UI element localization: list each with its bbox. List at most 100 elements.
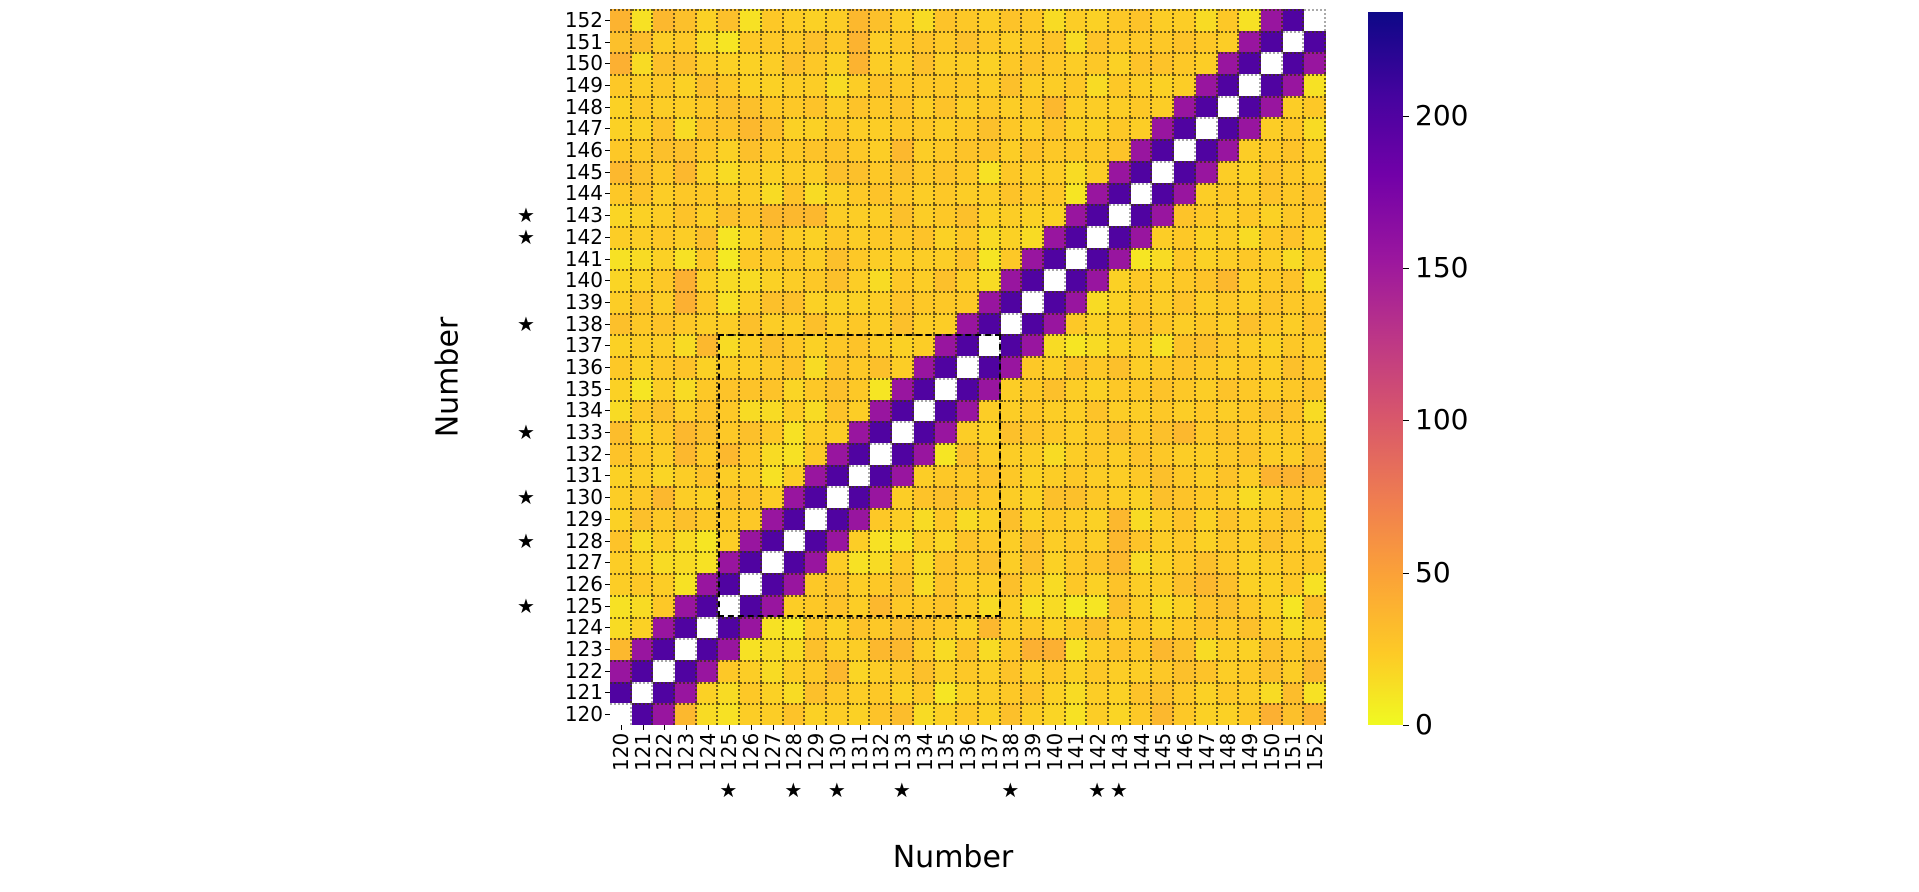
heatmap-cell (1152, 529, 1175, 552)
x-tick-mark (881, 725, 883, 730)
heatmap-cell (1109, 551, 1131, 574)
x-tick-mark (1293, 725, 1295, 730)
y-tick-label: 146 (564, 138, 603, 163)
heatmap-cell (1087, 703, 1110, 725)
heatmap-cell (978, 52, 1001, 75)
heatmap-cell (805, 356, 827, 378)
star-marker-icon: ★ (719, 778, 738, 802)
heatmap-cell (1260, 464, 1283, 487)
heatmap-cell (1282, 486, 1305, 509)
heatmap-cell (783, 486, 806, 509)
heatmap-cell (696, 551, 719, 574)
heatmap-cell (1022, 681, 1044, 704)
heatmap-cell (653, 659, 676, 682)
heatmap-cell (1217, 638, 1240, 660)
x-tick-mark (816, 725, 818, 730)
heatmap-cell (1000, 464, 1023, 487)
y-tick-label: 149 (564, 72, 603, 97)
heatmap-cell (696, 30, 719, 53)
heatmap-cell (1022, 638, 1044, 660)
heatmap-cell (805, 659, 827, 682)
heatmap-cell (978, 30, 1001, 53)
heatmap-cell (1043, 225, 1066, 248)
heatmap-cell (1043, 30, 1066, 53)
heatmap-cell (1022, 291, 1044, 313)
heatmap-cell (1087, 573, 1110, 595)
heatmap-cell (653, 442, 676, 465)
heatmap-cell (1109, 377, 1131, 400)
heatmap-cell (1022, 312, 1044, 335)
y-tick-mark (605, 345, 610, 347)
heatmap-cell (805, 312, 827, 335)
heatmap-cell (1087, 225, 1110, 248)
heatmap-cell (1282, 659, 1305, 682)
y-tick-label: 120 (564, 702, 603, 727)
heatmap-cell (653, 95, 676, 118)
heatmap-cell (1065, 9, 1088, 31)
x-tick-label: 148 (1216, 732, 1241, 771)
colorbar-tick-label: 50 (1415, 555, 1451, 589)
heatmap-cell (1087, 356, 1110, 378)
heatmap-cell (1282, 529, 1305, 552)
heatmap-cell (675, 30, 697, 53)
heatmap-cell (1195, 377, 1218, 400)
x-tick-label: 152 (1303, 732, 1328, 771)
heatmap-cell (783, 117, 806, 140)
heatmap-cell (696, 74, 719, 96)
heatmap-cell (892, 508, 914, 530)
y-tick-label: 137 (564, 333, 603, 358)
y-tick-label: 135 (564, 376, 603, 401)
heatmap-cell (1304, 573, 1326, 595)
heatmap-cell (631, 529, 654, 552)
heatmap-cell (1087, 594, 1110, 617)
heatmap-cell (805, 377, 827, 400)
heatmap-cell (1065, 269, 1088, 292)
heatmap-cell (761, 291, 784, 313)
heatmap-cell (978, 247, 1001, 270)
heatmap-cell (957, 529, 979, 552)
heatmap-cell (805, 616, 827, 639)
heatmap-cell (783, 551, 806, 574)
heatmap-cell (848, 139, 871, 161)
heatmap-cell (870, 139, 893, 161)
heatmap-cell (913, 269, 936, 292)
heatmap-cell (1282, 638, 1305, 660)
heatmap-cell (1043, 52, 1066, 75)
heatmap-cell (610, 182, 632, 205)
heatmap-cell (1109, 573, 1131, 595)
heatmap-cell (1000, 659, 1023, 682)
heatmap-cell (978, 377, 1001, 400)
heatmap-cell (696, 421, 719, 443)
heatmap-cell (761, 551, 784, 574)
heatmap-cell (1000, 573, 1023, 595)
heatmap-cell (1000, 529, 1023, 552)
heatmap-cell (1217, 95, 1240, 118)
heatmap-cell (1174, 52, 1196, 75)
heatmap-cell (1022, 160, 1044, 183)
heatmap-cell (1282, 356, 1305, 378)
heatmap-cell (913, 681, 936, 704)
heatmap-cell (1130, 703, 1153, 725)
heatmap-cell (892, 421, 914, 443)
x-tick-mark (1163, 725, 1165, 730)
heatmap-cell (1065, 247, 1088, 270)
heatmap-cell (1109, 486, 1131, 509)
heatmap-cell (1195, 659, 1218, 682)
heatmap-cell (1282, 95, 1305, 118)
heatmap-cell (1282, 464, 1305, 487)
heatmap-cell (740, 312, 762, 335)
heatmap-cell (1152, 160, 1175, 183)
heatmap-cell (1000, 30, 1023, 53)
heatmap-cell (631, 703, 654, 725)
heatmap-cell (740, 638, 762, 660)
heatmap-cell (1260, 377, 1283, 400)
heatmap-cell (978, 312, 1001, 335)
heatmap-cell (913, 486, 936, 509)
heatmap-cell (740, 182, 762, 205)
heatmap-cell (1065, 117, 1088, 140)
heatmap-cell (826, 659, 849, 682)
heatmap-cell (653, 182, 676, 205)
x-tick-label: 139 (1021, 732, 1046, 771)
heatmap-cell (1043, 551, 1066, 574)
heatmap-cell (978, 74, 1001, 96)
